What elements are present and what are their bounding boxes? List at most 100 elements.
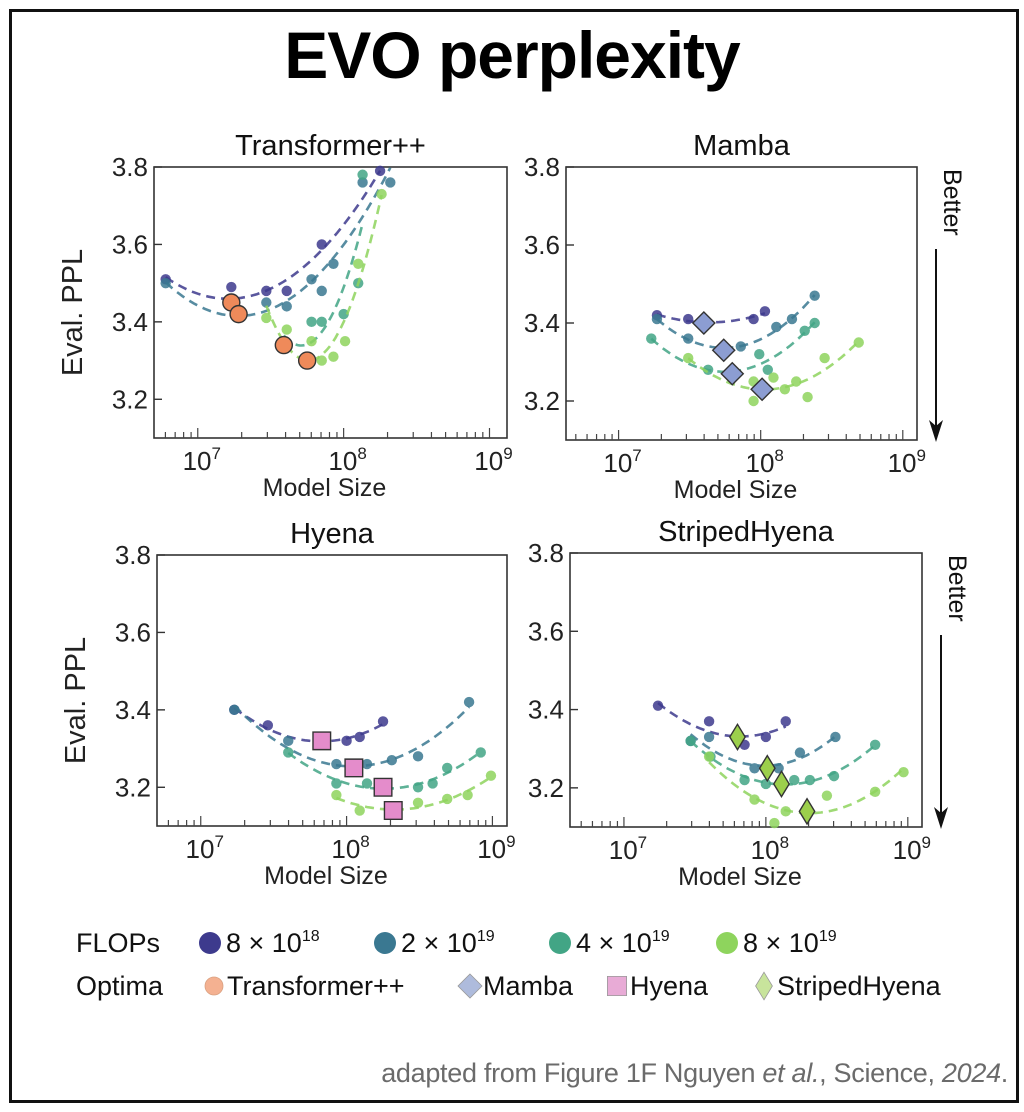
data-point	[759, 306, 771, 317]
data-point	[853, 337, 864, 348]
data-point	[306, 336, 317, 347]
data-point	[427, 778, 438, 789]
data-point	[442, 762, 453, 774]
data-point	[376, 188, 387, 200]
data-point	[361, 758, 373, 770]
x-tick-base: 10	[609, 835, 638, 865]
series-flops_4e19	[283, 747, 486, 793]
data-point	[331, 758, 342, 770]
data-point	[261, 297, 272, 308]
legend-optima-item: Mamba	[483, 971, 574, 1001]
data-point	[354, 805, 365, 816]
caption-middle: , Science,	[819, 1058, 942, 1088]
data-point	[412, 797, 424, 808]
data-point	[735, 341, 746, 352]
x-tick-base: 10	[888, 448, 917, 478]
legend-flops-label: FLOPs	[76, 928, 160, 958]
data-point	[316, 285, 327, 297]
figure-frame	[9, 9, 1019, 1103]
data-point	[316, 355, 327, 366]
data-point	[789, 774, 800, 786]
y-axis-label: Eval. PPL	[60, 637, 92, 764]
series-flops_8e18	[652, 700, 791, 750]
y-tick-label: 3.4	[524, 308, 560, 338]
plot-frame	[569, 552, 923, 828]
x-tick-exponent: 9	[917, 446, 926, 465]
legend-optima-label: Optima	[76, 971, 164, 1001]
x-axis-label: Model Size	[674, 476, 798, 504]
legend-swatch-diamond	[457, 973, 483, 999]
data-point	[809, 317, 820, 329]
series-flops_2e19	[160, 167, 396, 318]
x-tick-label: 109	[888, 446, 926, 478]
y-tick-label: 3.4	[528, 695, 564, 725]
caption-year: 2024	[941, 1058, 1001, 1088]
legend-flops-item: 4 × 1019	[576, 928, 670, 958]
data-point	[652, 700, 664, 711]
legend-swatch-flops_4e19	[549, 932, 571, 954]
legend-exponent: 18	[302, 928, 320, 945]
data-point	[316, 239, 327, 250]
x-tick-exponent: 8	[357, 444, 366, 463]
x-tick-label: 108	[328, 444, 366, 476]
optimum-marker	[344, 758, 364, 778]
data-point	[331, 778, 342, 789]
data-point	[821, 790, 833, 801]
x-tick-label: 109	[474, 444, 512, 476]
optimum-marker	[229, 304, 248, 324]
data-point	[869, 739, 881, 750]
x-tick-label: 109	[893, 833, 931, 865]
panel-title: Transformer++	[235, 130, 426, 162]
x-tick-base: 10	[603, 448, 632, 478]
data-point	[830, 731, 841, 743]
data-point	[283, 747, 294, 758]
data-point	[748, 395, 759, 407]
legend: FLOPs 8 × 1018 2 × 1019 4 × 1019 8 × 1019Opt…	[76, 928, 942, 1001]
x-axis-label: Model Size	[264, 862, 388, 890]
data-point	[385, 177, 396, 188]
data-point	[328, 258, 339, 269]
legend-flops-item: 2 × 1019	[401, 928, 495, 958]
data-point	[651, 313, 663, 325]
x-axis-label: Model Size	[678, 863, 802, 891]
data-point	[261, 285, 272, 297]
data-point	[739, 774, 750, 786]
data-point	[768, 372, 779, 383]
y-tick-label: 3.6	[112, 229, 148, 259]
optimum-marker	[383, 801, 403, 821]
optimum-marker	[750, 377, 775, 402]
data-point	[374, 165, 386, 177]
y-tick-label: 3.8	[112, 152, 148, 182]
data-point	[261, 312, 272, 324]
x-tick-exponent: 9	[506, 832, 515, 851]
panel-title: StripedHyena	[658, 516, 835, 548]
legend-optima-item: StripedHyena	[777, 971, 942, 1001]
data-point	[683, 313, 694, 325]
fit-curve	[657, 701, 787, 738]
y-tick-label: 3.8	[115, 540, 151, 570]
x-tick-label: 107	[609, 833, 647, 865]
legend-swatch-thin-diamond	[755, 971, 773, 1001]
x-tick-label: 108	[745, 446, 783, 478]
data-point	[802, 391, 813, 403]
series-flops_8e18	[229, 704, 389, 747]
legend-flops-item: 8 × 1019	[743, 928, 837, 958]
y-tick-label: 3.2	[524, 386, 560, 416]
better-label: Better	[943, 555, 971, 622]
data-point	[281, 301, 292, 312]
y-tick-label: 3.6	[524, 230, 560, 260]
legend-exponent: 19	[477, 928, 495, 945]
data-point	[316, 316, 327, 328]
data-point	[412, 751, 424, 762]
optimum-marker	[691, 311, 716, 335]
legend-exponent: 19	[652, 928, 670, 945]
x-tick-exponent: 8	[360, 832, 369, 851]
x-tick-base: 10	[186, 834, 215, 864]
data-point	[354, 731, 365, 743]
fit-curve	[689, 740, 877, 786]
x-tick-exponent: 8	[774, 446, 783, 465]
y-axis-label: Eval. PPL	[57, 249, 89, 376]
data-point	[283, 735, 294, 747]
optimum-marker	[758, 754, 776, 783]
